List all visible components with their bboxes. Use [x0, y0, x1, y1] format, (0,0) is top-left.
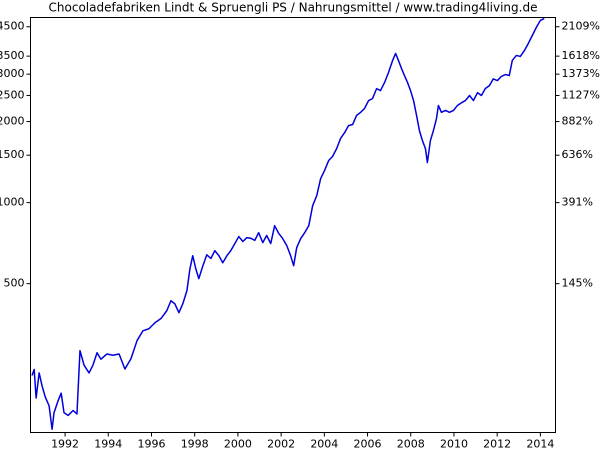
x-tick-label: 1996 — [137, 438, 165, 450]
y-tick-label: 500 — [4, 277, 25, 290]
y-tick-label: 2000 — [0, 115, 25, 128]
chart-title: Chocoladefabriken Lindt & Spruengli PS /… — [49, 1, 538, 15]
y2-tick-label: 1618% — [562, 49, 600, 62]
y-tick-label: 1000 — [0, 196, 25, 209]
x-tick-label: 1992 — [51, 438, 79, 450]
y2-tick-label: 882% — [562, 115, 593, 128]
x-tick-label: 2004 — [310, 438, 338, 450]
x-tick-label: 2014 — [526, 438, 554, 450]
x-tick-label: 2008 — [397, 438, 425, 450]
y-tick-label: 2500 — [0, 88, 25, 101]
plot-frame — [30, 17, 556, 433]
y-tick-label: 4500 — [0, 20, 25, 33]
y2-tick-label: 636% — [562, 148, 593, 161]
y2-tick-label: 1127% — [562, 88, 600, 101]
x-tick-label: 1994 — [94, 438, 122, 450]
y2-tick-label: 1373% — [562, 67, 600, 80]
y-tick-label: 3500 — [0, 49, 25, 62]
x-tick-label: 2010 — [440, 438, 468, 450]
y2-tick-label: 391% — [562, 196, 593, 209]
y2-tick-label: 2109% — [562, 20, 600, 33]
y-tick-label: 1500 — [0, 148, 25, 161]
price-line — [31, 17, 545, 430]
y2-tick-label: 145% — [562, 277, 593, 290]
x-tick-label: 2000 — [224, 438, 252, 450]
x-tick-label: 2006 — [354, 438, 382, 450]
x-tick-label: 2012 — [483, 438, 511, 450]
x-tick-label: 2002 — [267, 438, 295, 450]
x-tick-label: 1998 — [181, 438, 209, 450]
y-tick-label: 3000 — [0, 67, 25, 80]
